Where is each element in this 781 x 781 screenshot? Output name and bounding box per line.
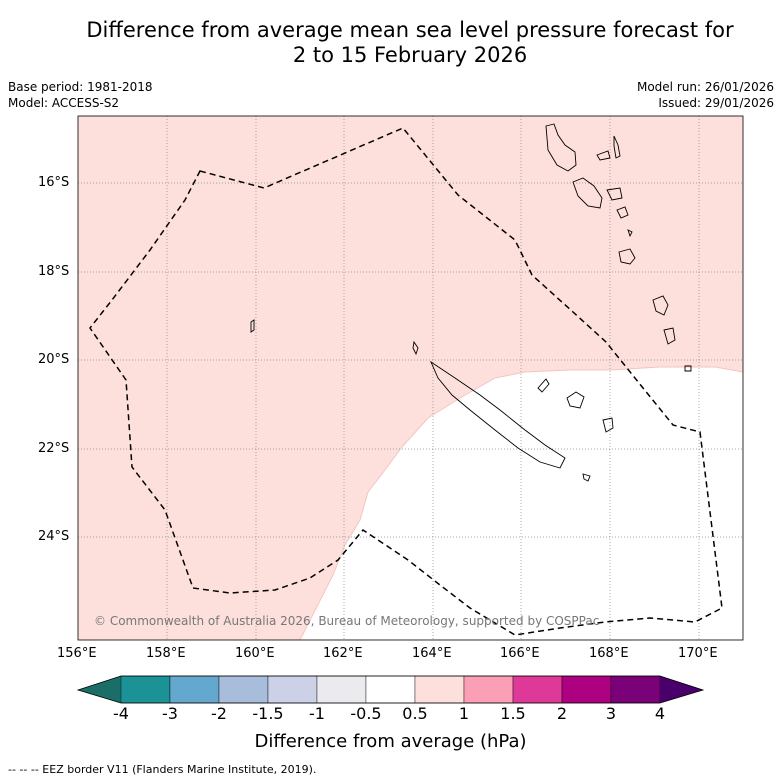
colorbar-label: 0.5: [402, 704, 428, 723]
lon-label-158e: 158°E: [146, 646, 186, 661]
title-line-1: Difference from average mean sea level p…: [86, 18, 734, 42]
lon-label-162e: 162°E: [323, 646, 363, 661]
map-area: [78, 116, 743, 640]
new-caledonia-grande-terre: [429, 360, 566, 469]
eez-legend-note: -- -- -- EEZ border V11 (Flanders Marine…: [8, 763, 317, 776]
lifou: [566, 391, 585, 409]
gridlines: [78, 116, 743, 640]
colorbar-label: 1.5: [500, 704, 526, 723]
espiritu-santo: [545, 123, 577, 172]
ouvea: [537, 378, 550, 393]
lon-label-166e: 166°E: [500, 646, 540, 661]
colorbar-extend-low: [78, 676, 121, 703]
colorbar-label: -1: [309, 704, 325, 723]
lon-label-170e: 170°E: [678, 646, 718, 661]
base-period: Base period: 1981-2018: [8, 80, 153, 94]
colorbar-label: -4: [113, 704, 129, 723]
colorbar-cell: [463, 675, 514, 704]
colorbar: [76, 675, 705, 704]
colorbar-label: 2: [556, 704, 568, 723]
colorbar-cell: [365, 675, 416, 704]
mare: [602, 417, 614, 433]
epi: [606, 187, 623, 201]
lon-label-160e: 160°E: [235, 646, 275, 661]
colorbar-cells: [120, 675, 661, 704]
neutral-anomaly-region: [299, 366, 743, 640]
colorbar-extend-high: [660, 676, 703, 703]
eez-border: [89, 127, 723, 636]
colorbar-label: 3: [605, 704, 617, 723]
malakula: [572, 177, 603, 209]
colorbar-cell: [512, 675, 563, 704]
lat-label-24s: 24°S: [38, 529, 70, 544]
colorbar-cell: [169, 675, 220, 704]
pentecost: [613, 135, 621, 159]
colorbar-label: -1.5: [252, 704, 284, 723]
colorbar-label: -2: [211, 704, 227, 723]
meta-right: Model run: 26/01/2026 Issued: 29/01/2026: [637, 79, 774, 111]
lon-label-164e: 164°E: [412, 646, 452, 661]
tanna: [652, 295, 669, 316]
copyright-notice: © Commonwealth of Australia 2026, Bureau…: [94, 614, 600, 628]
colorbar-cell: [267, 675, 318, 704]
isle-of-pines: [582, 473, 591, 482]
lat-label-16s: 16°S: [38, 175, 70, 190]
title-line-2: 2 to 15 February 2026: [292, 43, 528, 67]
colorbar-cell: [218, 675, 269, 704]
colorbar-label: -3: [162, 704, 178, 723]
chart-title: Difference from average mean sea level p…: [0, 18, 781, 68]
colorbar-label: 1: [458, 704, 470, 723]
maewo: [596, 150, 611, 161]
issued-date: Issued: 29/01/2026: [658, 96, 774, 110]
aneityum: [663, 327, 676, 345]
lon-label-156e: 156°E: [57, 646, 97, 661]
lon-label-168e: 168°E: [589, 646, 629, 661]
colorbar-cell: [120, 675, 171, 704]
efate: [616, 206, 629, 219]
colorbar-cell: [610, 675, 661, 704]
colorbar-title: Difference from average (hPa): [254, 731, 527, 752]
lat-label-20s: 20°S: [38, 352, 70, 367]
belep-islands: [412, 340, 419, 356]
map-frame: [77, 115, 744, 641]
lat-label-22s: 22°S: [38, 441, 70, 456]
erromango: [618, 248, 636, 265]
matthew-island: [684, 365, 692, 372]
meta-left: Base period: 1981-2018 Model: ACCESS-S2: [8, 79, 153, 111]
land-masses: [250, 123, 692, 482]
colorbar-outline: [76, 675, 705, 704]
colorbar-label: -0.5: [350, 704, 382, 723]
colorbar-label: 4: [654, 704, 666, 723]
colorbar-cell: [414, 675, 465, 704]
colorbar-cell: [316, 675, 367, 704]
chesterfield-islands: [250, 319, 255, 333]
model-name: Model: ACCESS-S2: [8, 96, 120, 110]
model-run: Model run: 26/01/2026: [636, 80, 774, 94]
colorbar-cell: [561, 675, 612, 704]
shepherd-islands: [627, 229, 633, 238]
lat-label-18s: 18°S: [38, 264, 70, 279]
